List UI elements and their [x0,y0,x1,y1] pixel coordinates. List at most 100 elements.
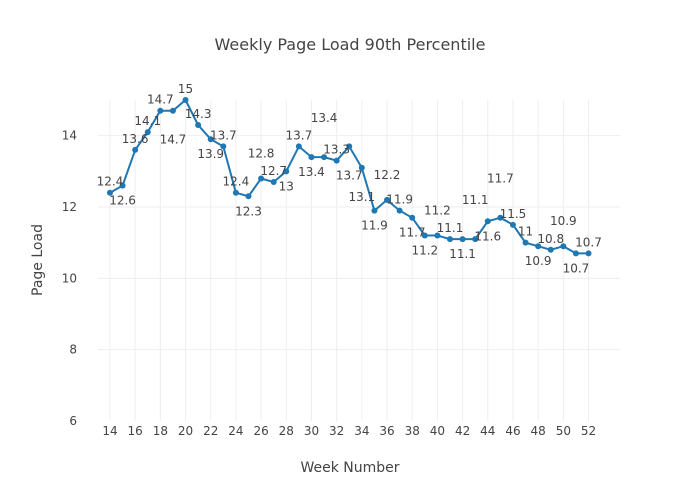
data-point [535,243,542,250]
data-label: 10.7 [563,261,590,275]
data-point [333,157,340,164]
y-tick-label: 6 [69,414,77,428]
data-point [119,182,126,189]
data-point [346,143,353,150]
data-point [396,207,403,214]
data-label: 12.6 [109,194,136,208]
data-label: 14.7 [160,133,187,147]
data-point [459,236,466,243]
data-point [384,196,391,203]
data-point [321,154,328,161]
data-label: 13.4 [311,111,338,125]
data-label: 13.9 [197,147,224,161]
data-label: 11.1 [437,221,464,235]
data-point [371,207,378,214]
data-point [245,193,252,200]
data-label: 15 [178,82,193,96]
data-label: 11.7 [487,172,514,186]
data-point [207,136,214,143]
data-label: 14.1 [134,114,161,128]
data-label: 13.3 [323,143,350,157]
y-tick-label: 14 [62,129,77,143]
x-tick-label: 26 [253,424,268,438]
data-label: 14.7 [147,93,174,107]
data-label: 11.1 [449,247,476,261]
x-tick-label: 46 [505,424,520,438]
data-point [446,236,453,243]
data-label: 13.1 [348,190,375,204]
data-label: 11 [518,225,533,239]
data-label: 11.6 [474,229,501,243]
x-tick-label: 50 [556,424,571,438]
data-label: 12.2 [374,168,401,182]
data-point [560,243,567,250]
data-label: 13.7 [286,128,313,142]
data-point [421,232,428,239]
data-label: 13.4 [298,165,325,179]
data-label: 12.4 [223,175,250,189]
data-label: 13 [279,179,294,193]
data-point [283,168,290,175]
data-point [472,236,479,243]
data-label: 11.5 [500,207,527,221]
data-label: 12.4 [97,175,124,189]
x-tick-label: 24 [228,424,243,438]
data-point [434,232,441,239]
data-label: 11.2 [424,204,451,218]
data-label: 10.9 [550,214,577,228]
data-label: 10.7 [575,235,602,249]
data-label: 12.3 [235,204,262,218]
x-tick-label: 36 [379,424,394,438]
data-label: 12.8 [248,146,275,160]
data-point [308,154,315,161]
data-label: 10.8 [537,232,564,246]
data-label: 11.9 [361,219,388,233]
x-tick-label: 22 [203,424,218,438]
x-tick-label: 38 [405,424,420,438]
data-point [220,143,227,150]
data-point [106,189,113,196]
data-point [169,107,176,114]
data-point [572,250,579,257]
data-point [409,214,416,221]
data-label: 12.7 [260,164,287,178]
data-point [295,143,302,150]
data-point [358,164,365,171]
x-tick-label: 52 [581,424,596,438]
data-label: 11.1 [462,193,489,207]
data-point [258,175,265,182]
data-label: 13.7 [336,168,363,182]
x-axis-label: Week Number [300,460,399,476]
x-tick-label: 40 [430,424,445,438]
data-point [547,246,554,253]
data-point [132,146,139,153]
y-tick-label: 8 [69,343,77,357]
data-point [497,214,504,221]
data-point [585,250,592,257]
data-label: 13.6 [122,132,149,146]
data-label: 11.9 [386,193,413,207]
data-point [509,221,516,228]
x-tick-label: 28 [279,424,294,438]
data-point [232,189,239,196]
data-label: 13.7 [210,128,237,142]
data-label: 10.9 [525,254,552,268]
chart-title: Weekly Page Load 90th Percentile [215,35,486,54]
data-point [144,129,151,136]
y-axis-label: Page Load [30,224,46,296]
x-tick-label: 16 [128,424,143,438]
x-tick-label: 44 [480,424,495,438]
y-tick-label: 12 [62,200,77,214]
data-label: 11.2 [411,244,438,258]
x-tick-label: 14 [102,424,117,438]
y-tick-label: 10 [62,271,77,285]
x-tick-label: 20 [178,424,193,438]
x-tick-label: 32 [329,424,344,438]
data-label: 14.3 [185,107,212,121]
x-tick-label: 34 [354,424,369,438]
x-tick-label: 18 [153,424,168,438]
data-point [157,107,164,114]
data-point [195,121,202,128]
